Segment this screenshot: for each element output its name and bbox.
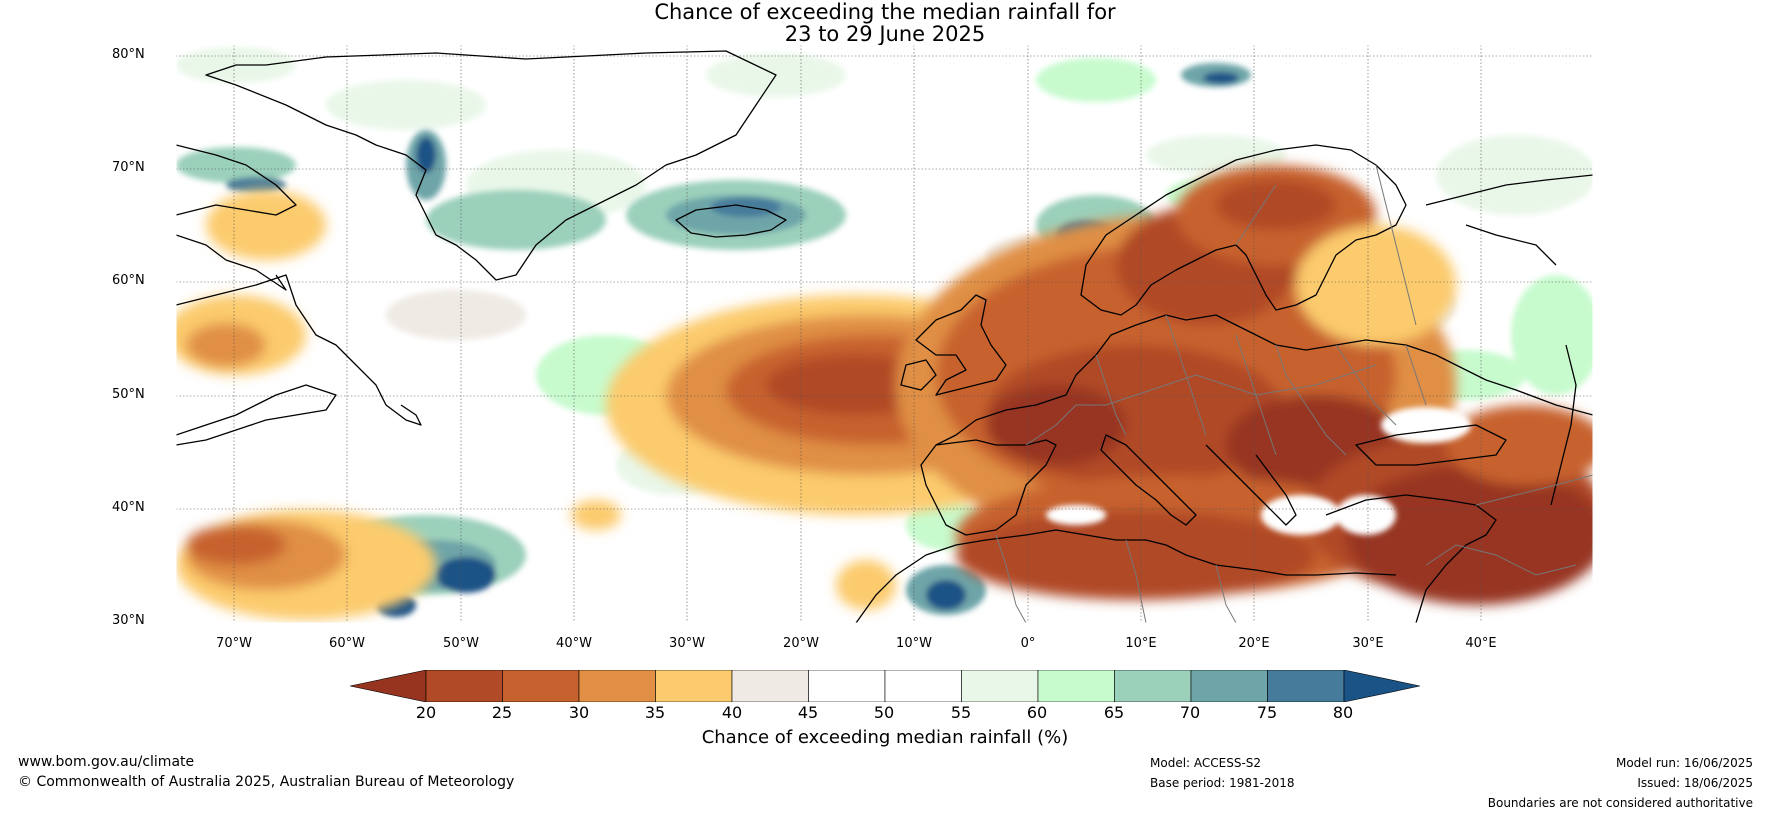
colorbar-tick-30: 30 — [568, 703, 590, 722]
lon-label-0: 0° — [1020, 636, 1036, 651]
lon-label-30e: 30°E — [1352, 636, 1384, 651]
lat-label-60n: 60°N — [112, 273, 145, 288]
chart-title-line2: 23 to 29 June 2025 — [784, 22, 986, 46]
lon-label-20w: 20°W — [783, 636, 819, 651]
colorbar-segment — [961, 670, 1039, 702]
model-run-date: Model run: 16/06/2025 — [1615, 756, 1753, 770]
colorbar-extend-high — [1343, 670, 1420, 702]
lon-label-20e: 20°E — [1238, 636, 1270, 651]
chart-title-line1: Chance of exceeding the median rainfall … — [654, 0, 1116, 24]
boundaries-disclaimer: Boundaries are not considered authoritat… — [1487, 796, 1753, 810]
colorbar-title: Chance of exceeding median rainfall (%) — [701, 727, 1069, 748]
colorbar-tick-65: 65 — [1103, 703, 1125, 722]
copyright-text: © Commonwealth of Australia 2025, Austra… — [18, 774, 515, 790]
colorbar — [350, 670, 1420, 702]
lon-label-50w: 50°W — [443, 636, 479, 651]
colorbar-segment — [884, 670, 962, 702]
colorbar-tick-20: 20 — [415, 703, 437, 722]
colorbar-segment — [731, 670, 809, 702]
map-coastlines — [176, 50, 1593, 623]
colorbar-tick-40: 40 — [721, 703, 743, 722]
colorbar-segment — [655, 670, 733, 702]
map-borders — [995, 164, 1593, 623]
colorbar-segment — [425, 670, 503, 702]
lon-label-10e: 10°E — [1125, 636, 1157, 651]
colorbar-tick-25: 25 — [491, 703, 513, 722]
map-gridlines — [176, 45, 1593, 623]
map-shading-wet — [176, 63, 1316, 617]
lon-label-40e: 40°E — [1465, 636, 1497, 651]
lon-label-70w: 70°W — [216, 636, 252, 651]
rainfall-map — [176, 45, 1593, 623]
colorbar-segment — [808, 670, 886, 702]
colorbar-segment — [578, 670, 656, 702]
lon-label-30w: 30°W — [669, 636, 705, 651]
colorbar-segment — [1267, 670, 1345, 702]
colorbar-tick-60: 60 — [1026, 703, 1048, 722]
colorbar-extend-low — [350, 670, 427, 702]
issued-date: Issued: 18/06/2025 — [1637, 776, 1753, 790]
lon-label-10w: 10°W — [896, 636, 932, 651]
lat-label-80n: 80°N — [112, 47, 145, 62]
colorbar-tick-70: 70 — [1179, 703, 1201, 722]
lat-label-50n: 50°N — [112, 387, 145, 402]
lat-label-70n: 70°N — [112, 160, 145, 175]
map-shading-dry — [176, 165, 1593, 620]
colorbar-tick-50: 50 — [873, 703, 895, 722]
lat-label-30n: 30°N — [112, 613, 145, 628]
colorbar-tick-55: 55 — [950, 703, 972, 722]
colorbar-tick-45: 45 — [797, 703, 819, 722]
colorbar-tick-80: 80 — [1332, 703, 1354, 722]
website-link[interactable]: www.bom.gov.au/climate — [18, 754, 195, 770]
lon-label-60w: 60°W — [329, 636, 365, 651]
colorbar-segment — [1190, 670, 1268, 702]
colorbar-tick-75: 75 — [1256, 703, 1278, 722]
colorbar-segment — [502, 670, 580, 702]
base-period: Base period: 1981-2018 — [1150, 776, 1295, 790]
lat-label-40n: 40°N — [112, 500, 145, 515]
lon-label-40w: 40°W — [556, 636, 592, 651]
colorbar-tick-35: 35 — [644, 703, 666, 722]
colorbar-segment — [1114, 670, 1192, 702]
model-name: Model: ACCESS-S2 — [1150, 756, 1262, 770]
colorbar-segment — [1037, 670, 1115, 702]
